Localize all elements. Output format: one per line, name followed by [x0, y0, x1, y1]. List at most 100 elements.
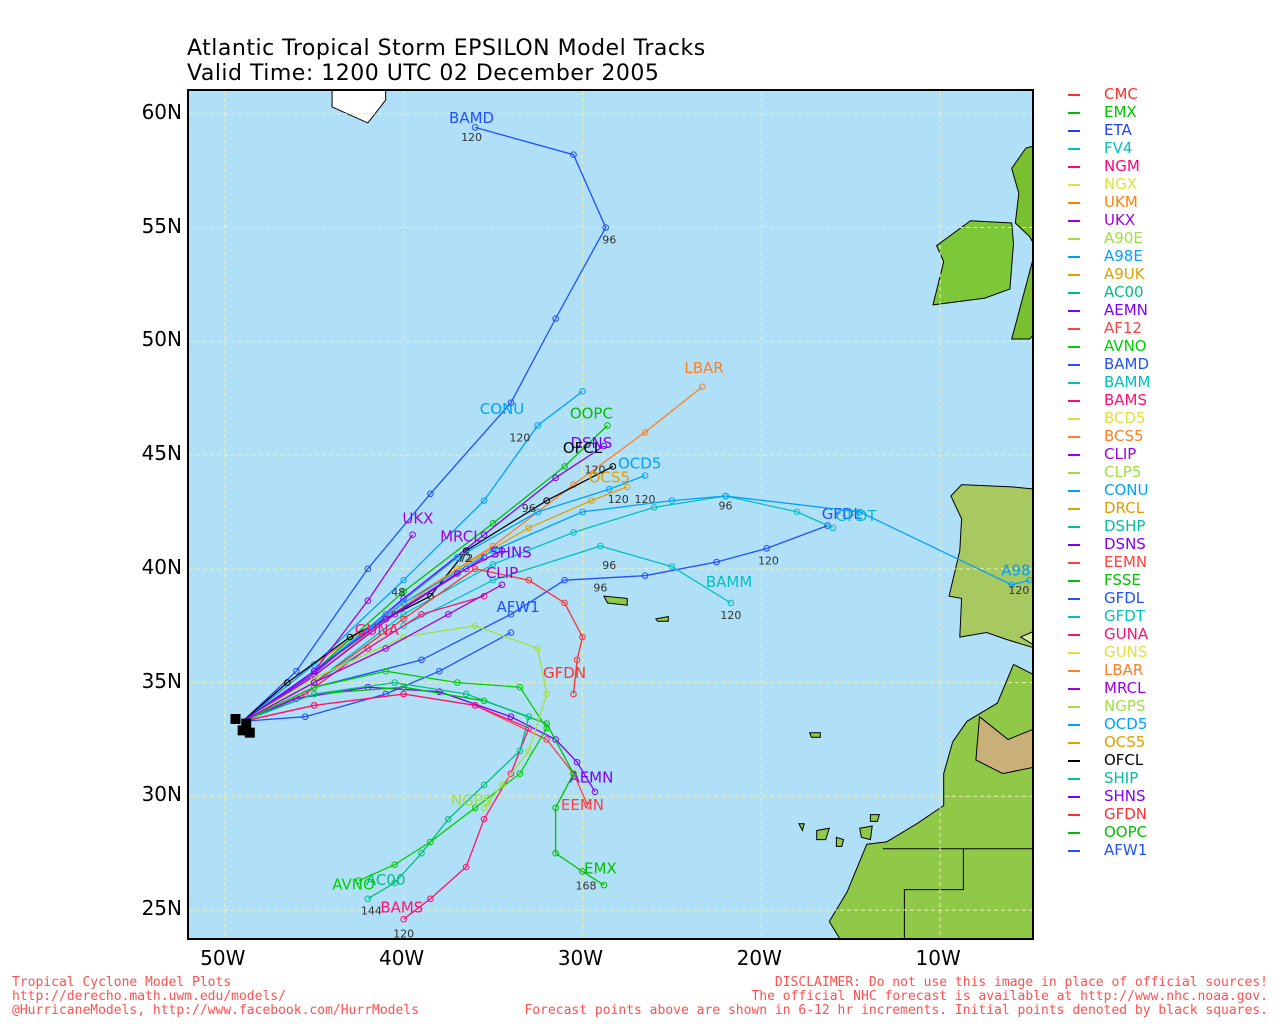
legend-swatch — [1068, 634, 1080, 636]
legend-label: ETA — [1104, 121, 1132, 139]
forecast-hour-label: 96 — [602, 233, 616, 246]
track-line-gfdl — [242, 524, 828, 722]
africa-land — [828, 663, 1032, 938]
legend-swatch — [1068, 616, 1080, 618]
initial-point-square — [241, 718, 252, 729]
track-point — [489, 560, 497, 568]
lat-label: 45N — [141, 441, 182, 466]
track-label-dsns: DSNS — [570, 434, 612, 452]
canary-island — [798, 823, 805, 832]
track-point — [471, 804, 479, 812]
legend-label: UKM — [1104, 193, 1138, 211]
track-line-ngps — [242, 625, 548, 809]
legend-swatch — [1068, 418, 1080, 420]
legend-swatch — [1068, 130, 1080, 132]
track-point — [525, 576, 533, 584]
track-point — [534, 508, 542, 516]
legend-label: EEMN — [1104, 553, 1148, 571]
track-label-a98e: A98E — [1001, 562, 1034, 580]
azores-island — [654, 615, 669, 622]
track-point — [573, 758, 581, 766]
track-label-ac00: AC00 — [366, 871, 406, 889]
lat-label: 50N — [141, 327, 182, 352]
legend-label: GUNA — [1104, 625, 1149, 643]
track-point — [516, 770, 524, 777]
forecast-hour-label: 168 — [576, 880, 597, 893]
legend-swatch — [1068, 508, 1080, 510]
track-map: BAMD 96 120 LBAR CONU 120 OOPC DSNS OFCL 48 72 96 12… — [187, 89, 1034, 940]
legend-label: MRCL — [1104, 679, 1146, 697]
track-point — [588, 497, 595, 504]
forecast-hour-label: 72 — [459, 552, 473, 565]
forecast-hour-label: 120 — [720, 609, 741, 622]
atlas-mountains — [975, 715, 1032, 775]
forecast-hour-label: 120 — [584, 463, 605, 476]
track-point — [364, 565, 372, 573]
legend-swatch — [1068, 292, 1080, 294]
track-point — [1026, 576, 1032, 584]
legend-swatch — [1068, 436, 1080, 438]
legend-swatch — [1068, 814, 1080, 816]
legend-swatch — [1068, 400, 1080, 402]
legend-label: BAMD — [1104, 355, 1150, 373]
track-label-ocs5: OCS5 — [589, 468, 630, 486]
track-label-clip: CLIP — [486, 564, 518, 582]
track-label-ocd5: OCD5 — [618, 455, 661, 473]
track-point — [829, 524, 837, 532]
track-point — [418, 849, 425, 857]
track-point — [427, 895, 434, 903]
track-point — [382, 615, 390, 623]
greenland-land — [331, 91, 387, 124]
track-point — [525, 524, 533, 532]
track-line-gfdn — [242, 568, 584, 722]
track-point — [400, 915, 407, 923]
track-point — [713, 558, 720, 566]
track-point — [400, 622, 407, 630]
track-point — [462, 690, 470, 698]
chart-subtitle: Valid Time: 1200 UTC 02 December 2005 — [187, 61, 660, 86]
legend-label: BAMS — [1104, 391, 1148, 409]
lat-label: 40N — [141, 554, 182, 579]
legend-label: NGM — [1104, 157, 1140, 175]
track-point — [293, 667, 300, 675]
track-label-gfdt: GFDT — [836, 507, 878, 525]
track-point — [507, 399, 515, 407]
track-point — [480, 531, 488, 539]
track-point — [516, 747, 524, 755]
legend-label: UKX — [1104, 211, 1136, 229]
track-point — [525, 747, 533, 755]
track-point — [561, 599, 568, 607]
track-label-ukx: UKX — [402, 509, 433, 527]
lon-label: 10W — [915, 946, 961, 970]
legend-label: CLIP — [1104, 445, 1137, 463]
track-point — [570, 529, 577, 536]
track-point — [525, 713, 533, 721]
lon-label: 40W — [378, 946, 425, 970]
canary-island — [835, 836, 845, 847]
legend-swatch — [1068, 796, 1080, 798]
track-point — [480, 804, 488, 812]
track-point — [391, 861, 398, 868]
track-label-shns: SHNS — [490, 543, 532, 561]
legend-label: BAMM — [1104, 373, 1151, 391]
legend-label: NGPS — [1104, 697, 1146, 715]
initial-point-square — [244, 727, 255, 738]
track-point — [400, 615, 407, 623]
footer-disclaimer: DISCLAIMER: Do not use this image in pla… — [524, 975, 1268, 1018]
track-label-gfdl: GFDL — [822, 505, 863, 523]
track-point — [856, 508, 863, 516]
track-point — [310, 674, 318, 682]
track-point — [480, 497, 488, 504]
legend-swatch — [1068, 346, 1080, 348]
track-point — [382, 667, 390, 675]
lon-label: 20W — [736, 946, 782, 970]
track-point — [471, 124, 479, 131]
legend-swatch — [1068, 742, 1080, 744]
legend-label: GFDT — [1104, 607, 1145, 625]
track-point — [534, 422, 542, 429]
track-label-lbar: LBAR — [684, 359, 723, 377]
legend-swatch — [1068, 148, 1080, 150]
track-point — [597, 542, 604, 550]
legend-swatch — [1068, 112, 1080, 114]
